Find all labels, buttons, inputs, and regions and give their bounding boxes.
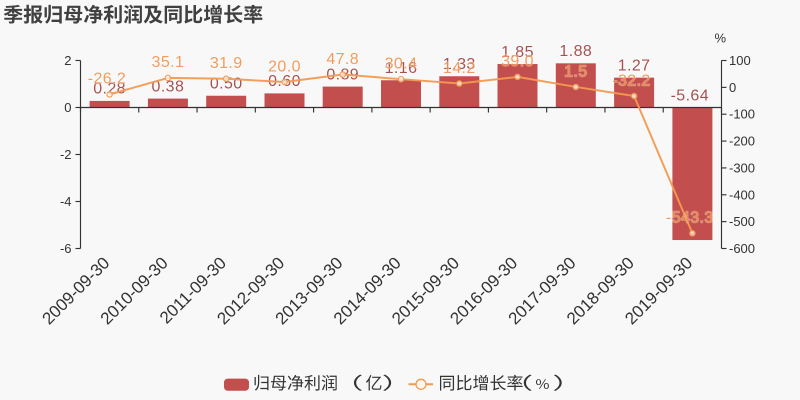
svg-text:-5.64: -5.64 — [671, 87, 709, 104]
svg-text:31.9: 31.9 — [210, 55, 243, 72]
svg-text:14.2: 14.2 — [443, 60, 476, 77]
svg-text:20.0: 20.0 — [268, 58, 301, 75]
svg-text:-543.3: -543.3 — [666, 210, 714, 227]
svg-text:35.1: 35.1 — [152, 54, 185, 71]
svg-text:0: 0 — [729, 80, 736, 95]
svg-text:-500: -500 — [729, 214, 755, 229]
svg-text:47.8: 47.8 — [326, 51, 359, 68]
svg-text:-600: -600 — [729, 241, 755, 256]
svg-text:1.16: 1.16 — [385, 60, 418, 77]
svg-text:1.85: 1.85 — [501, 44, 534, 61]
svg-text:1.27: 1.27 — [618, 57, 651, 74]
svg-text:-200: -200 — [729, 134, 755, 149]
svg-text:-4: -4 — [60, 194, 72, 209]
svg-text:0.28: 0.28 — [93, 81, 126, 98]
svg-text:30.4: 30.4 — [385, 55, 418, 72]
svg-text:100: 100 — [729, 53, 751, 68]
svg-text:%: % — [715, 31, 727, 46]
svg-text:-6: -6 — [60, 241, 72, 256]
svg-text:-100: -100 — [729, 107, 755, 122]
svg-text:0: 0 — [64, 100, 71, 115]
svg-text:-300: -300 — [729, 160, 755, 175]
svg-text:1.5: 1.5 — [564, 63, 587, 80]
svg-text:-32.2: -32.2 — [612, 72, 650, 89]
svg-text:-2: -2 — [60, 147, 72, 162]
svg-text:2: 2 — [64, 53, 71, 68]
svg-text:1.88: 1.88 — [559, 43, 592, 60]
svg-text:-26.2: -26.2 — [88, 71, 126, 88]
svg-text:39.0: 39.0 — [501, 53, 534, 70]
svg-text:1.33: 1.33 — [443, 56, 476, 73]
svg-text:0.38: 0.38 — [152, 78, 185, 95]
svg-text:-400: -400 — [729, 187, 755, 202]
